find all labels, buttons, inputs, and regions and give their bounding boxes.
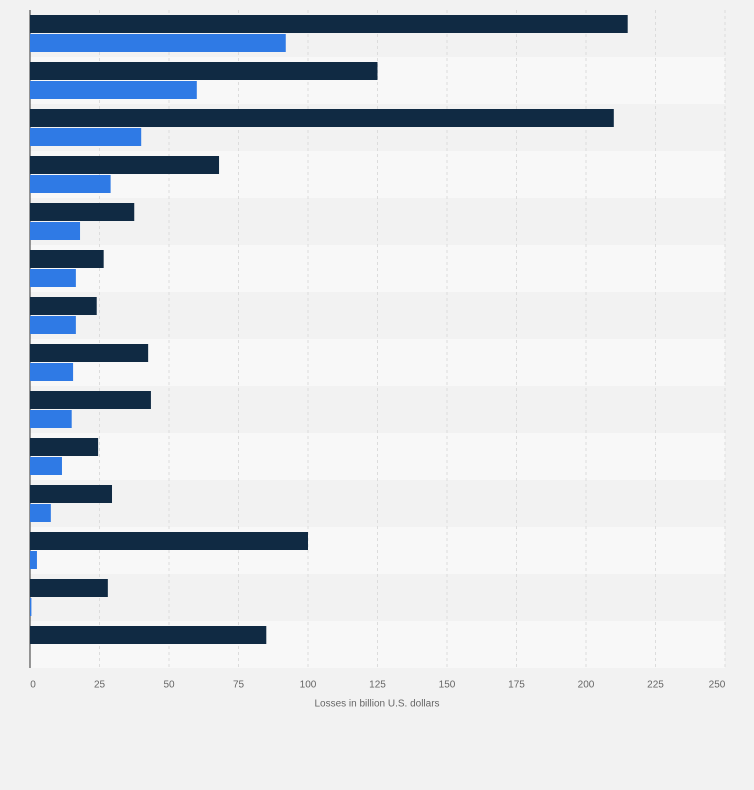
- bar: [30, 485, 113, 503]
- x-tick-label: 150: [439, 680, 456, 691]
- bar: [30, 269, 76, 287]
- bar: [30, 222, 81, 240]
- x-tick-label: 100: [300, 680, 317, 691]
- bar: [30, 457, 62, 475]
- bar: [30, 438, 99, 456]
- bar: [30, 297, 97, 315]
- bar: [30, 316, 76, 334]
- x-tick-label: 250: [709, 680, 726, 691]
- x-tick-label: 75: [233, 680, 245, 691]
- bar: [30, 626, 267, 644]
- bar: [30, 579, 108, 597]
- x-tick-label: 175: [508, 680, 525, 691]
- x-tick-label: 25: [94, 680, 106, 691]
- bar: [30, 598, 32, 616]
- bar: [30, 175, 111, 193]
- bar: [30, 34, 286, 52]
- bar: [30, 203, 135, 221]
- x-tick-label: 225: [647, 680, 664, 691]
- x-tick-label: 50: [163, 680, 175, 691]
- x-tick-label: 125: [369, 680, 386, 691]
- x-axis-label: Losses in billion U.S. dollars: [314, 699, 439, 710]
- x-tick-label: 0: [30, 680, 36, 691]
- bar: [30, 109, 614, 127]
- bar: [30, 81, 197, 99]
- x-tick-label: 200: [578, 680, 595, 691]
- bar: [30, 410, 72, 428]
- bar: [30, 128, 142, 146]
- bar: [30, 62, 378, 80]
- bar: [30, 250, 104, 268]
- bar: [30, 551, 37, 569]
- bar: [30, 391, 151, 409]
- bar: [30, 15, 628, 33]
- bar: [30, 344, 149, 362]
- bar: [30, 363, 74, 381]
- bar: [30, 532, 308, 550]
- bar: [30, 504, 51, 522]
- bar: [30, 156, 220, 174]
